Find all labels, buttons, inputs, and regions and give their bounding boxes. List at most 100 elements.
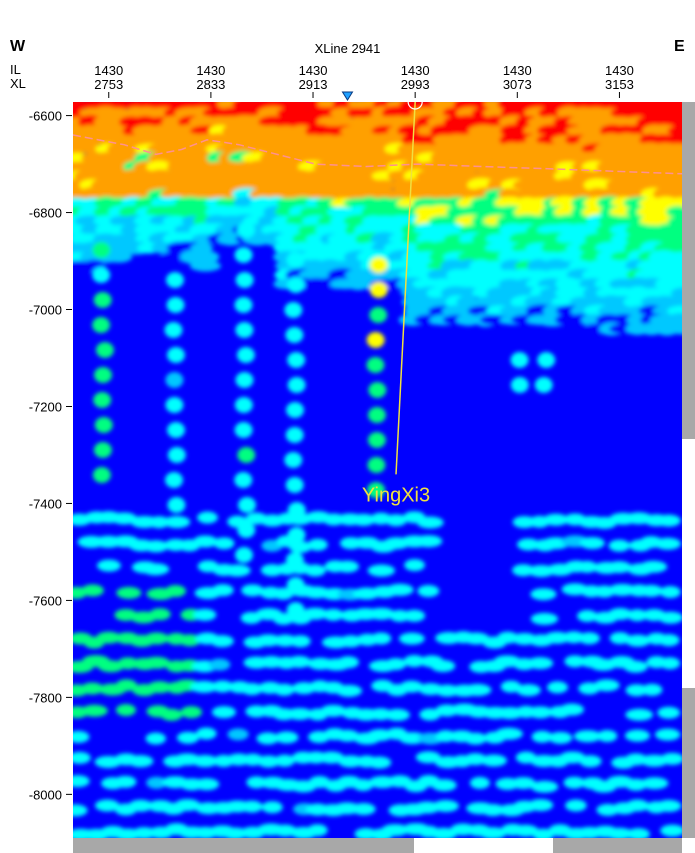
amplitude-patch (511, 777, 536, 790)
amplitude-patch (385, 514, 408, 527)
amplitude-patch (194, 778, 220, 791)
vertical-scrollbar-thumb-bottom[interactable] (682, 688, 695, 838)
amplitude-patch (660, 752, 682, 765)
amplitude-patch (658, 611, 682, 624)
amplitude-patch (608, 608, 633, 621)
amplitude-patch (456, 314, 481, 326)
amplitude-patch (353, 779, 374, 792)
amplitude-patch (287, 352, 306, 368)
amplitude-patch (256, 732, 280, 745)
amplitude-patch (79, 187, 105, 201)
amplitude-patch (92, 242, 111, 258)
amplitude-patch (191, 755, 219, 768)
amplitude-patch (367, 407, 386, 423)
amplitude-patch (667, 197, 682, 209)
well-head-icon[interactable] (407, 102, 423, 110)
amplitude-patch (455, 287, 480, 299)
amplitude-patch (578, 632, 600, 645)
depth-tick-label: -7800 (29, 690, 62, 705)
amplitude-patch (563, 776, 585, 789)
amplitude-patch (573, 730, 602, 743)
amplitude-patch (92, 317, 111, 333)
depth-tick-label: -7000 (29, 303, 62, 318)
amplitude-patch (115, 679, 138, 692)
amplitude-patch (78, 133, 103, 147)
amplitude-patch (147, 681, 172, 694)
amplitude-patch (234, 297, 253, 313)
amplitude-patch (234, 422, 253, 438)
amplitude-patch (320, 704, 347, 717)
amplitude-patch (105, 251, 133, 263)
amplitude-patch (81, 584, 104, 597)
amplitude-patch (257, 755, 280, 768)
amplitude-patch (516, 684, 541, 697)
amplitude-patch (165, 397, 184, 413)
amplitude-patch (81, 704, 108, 717)
amplitude-patch (454, 170, 482, 182)
amplitude-patch (208, 658, 231, 671)
amplitude-patch (323, 608, 344, 621)
horizontal-scrollbar-thumb-right[interactable] (553, 838, 682, 853)
amplitude-patch (163, 516, 191, 529)
amplitude-patch (116, 586, 142, 599)
amplitude-patch (381, 824, 410, 837)
amplitude-patch (217, 232, 245, 246)
amplitude-patch (164, 322, 183, 338)
horizontal-scrollbar-thumb-left[interactable] (73, 838, 414, 853)
depth-tick-label: -6800 (29, 206, 62, 221)
amplitude-patch (223, 564, 251, 577)
amplitude-patch (307, 538, 328, 551)
inline-tick-label: 1430 (503, 63, 532, 78)
amplitude-patch (494, 196, 525, 210)
amplitude-patch (656, 514, 681, 527)
crossline-marker-icon[interactable] (341, 91, 354, 101)
amplitude-patch (367, 607, 396, 620)
amplitude-patch (577, 610, 598, 623)
amplitude-patch (625, 708, 654, 721)
amplitude-patch (606, 561, 632, 574)
amplitude-patch (399, 680, 424, 693)
amplitude-patch (663, 143, 682, 155)
well-trajectory[interactable] (395, 102, 416, 475)
amplitude-patch (527, 706, 554, 719)
amplitude-patch (625, 684, 648, 697)
amplitude-patch (367, 756, 392, 769)
amplitude-patch (93, 292, 112, 308)
amplitude-patch (367, 729, 393, 742)
amplitude-patch (165, 372, 184, 388)
amplitude-patch (416, 134, 440, 146)
amplitude-patch (597, 729, 618, 742)
amplitude-patch (660, 824, 682, 837)
amplitude-patch (367, 564, 396, 577)
amplitude-patch (286, 277, 305, 293)
amplitude-patch (403, 609, 426, 622)
amplitude-patch (537, 124, 565, 138)
amplitude-patch (222, 827, 248, 838)
amplitude-patch (609, 632, 631, 645)
amplitude-patch (564, 655, 586, 668)
amplitude-patch (639, 584, 663, 597)
amplitude-patch (165, 272, 184, 288)
amplitude-patch (142, 656, 171, 669)
amplitude-patch (318, 751, 345, 764)
amplitude-patch (193, 535, 218, 548)
amplitude-patch (299, 242, 329, 254)
inline-tick-label: 1430 (94, 63, 123, 78)
amplitude-patch (329, 116, 355, 128)
amplitude-patch (105, 107, 132, 119)
amplitude-patch (369, 257, 388, 273)
amplitude-patch (498, 278, 522, 290)
amplitude-patch (337, 755, 364, 768)
amplitude-patch (498, 188, 522, 200)
amplitude-patch (670, 224, 682, 236)
amplitude-patch (366, 357, 385, 373)
amplitude-patch (261, 801, 283, 814)
amplitude-patch (149, 516, 170, 529)
vertical-scrollbar-thumb-top[interactable] (682, 102, 695, 439)
amplitude-patch (275, 188, 298, 200)
amplitude-patch (403, 655, 425, 668)
amplitude-patch (237, 222, 256, 238)
amplitude-patch (624, 729, 650, 742)
amplitude-patch (146, 776, 167, 789)
